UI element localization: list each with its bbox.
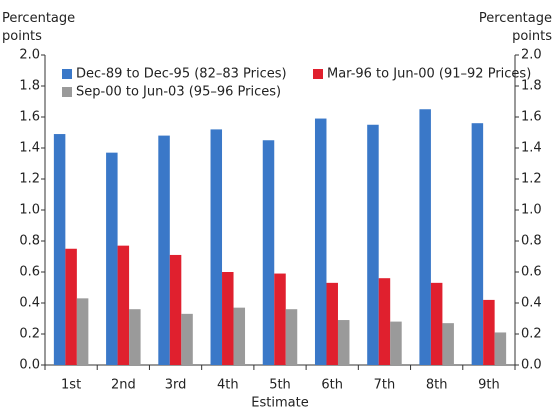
y2-tick-label: 0.4 (521, 296, 542, 311)
bar (471, 123, 484, 365)
y-tick-label: 1.6 (19, 110, 40, 125)
bar (76, 298, 89, 365)
bar (262, 140, 275, 365)
y-tick-label: 0.2 (19, 327, 40, 342)
y-tick-label: 1.8 (19, 79, 40, 94)
x-tick-label: 8th (426, 378, 448, 393)
x-tick-label: 5th (269, 378, 291, 393)
bar (65, 248, 77, 365)
x-tick-label: 2nd (111, 378, 136, 393)
bar (367, 124, 379, 365)
x-tick-label: 1st (61, 378, 81, 393)
bar (169, 254, 182, 365)
x-tick-label: 6th (321, 378, 343, 393)
legend-swatch (313, 69, 323, 79)
y2-tick-label: 1.8 (521, 79, 542, 94)
legend-label: Mar-96 to Jun-00 (91–92 Prices) (327, 67, 531, 82)
y2-tick-label: 1.4 (521, 141, 542, 156)
bar (494, 332, 507, 365)
y-tick-label: 0.8 (19, 234, 40, 249)
y2-tick-label: 0.6 (521, 265, 542, 280)
y2-tick-label: 0.8 (521, 234, 542, 249)
legend-swatch (62, 87, 72, 97)
y2-tick-label: 1.6 (521, 110, 542, 125)
bar (378, 278, 391, 365)
bar (274, 273, 286, 365)
bar (390, 321, 402, 365)
y-tick-label: 0.6 (19, 265, 40, 280)
bar (314, 118, 327, 365)
y2-tick-label: 0.2 (521, 327, 542, 342)
y-tick-label: 1.0 (19, 203, 40, 218)
bar (337, 320, 350, 365)
x-tick-label: 3rd (165, 378, 187, 393)
bar (117, 245, 130, 365)
bar (158, 135, 170, 365)
bar (233, 307, 246, 365)
y-tick-label: 0.0 (19, 358, 40, 373)
y2-tick-label: 1.2 (521, 172, 542, 187)
bar (181, 313, 193, 365)
y2-tick-label: 0.0 (521, 358, 542, 373)
x-tick-label: 9th (478, 378, 500, 393)
x-tick-label: 4th (217, 378, 239, 393)
bar (285, 309, 298, 365)
bar (53, 134, 66, 365)
legend-label: Sep-00 to Jun-03 (95–96 Prices) (76, 85, 281, 100)
y-tick-label: 1.4 (19, 141, 40, 156)
y2-tick-label: 2.0 (521, 48, 542, 63)
y2-axis-label: Percentage points (479, 11, 552, 44)
bar (326, 282, 338, 365)
bar (222, 272, 234, 365)
y-axis-label: Percentage points (2, 11, 75, 44)
bar (442, 323, 454, 365)
bar (106, 152, 118, 365)
legend-label: Dec-89 to Dec-95 (82–83 Prices) (76, 67, 287, 82)
bar (419, 109, 431, 365)
legend-swatch (62, 69, 72, 79)
y-tick-label: 1.2 (19, 172, 40, 187)
y-tick-label: 2.0 (19, 48, 40, 63)
bar (483, 299, 495, 365)
x-axis-label: Estimate (251, 396, 308, 410)
x-tick-label: 7th (374, 378, 396, 393)
bar (430, 282, 443, 365)
y-tick-label: 0.4 (19, 296, 40, 311)
bar (129, 309, 141, 365)
y2-tick-label: 1.0 (521, 203, 542, 218)
bar (210, 129, 223, 365)
